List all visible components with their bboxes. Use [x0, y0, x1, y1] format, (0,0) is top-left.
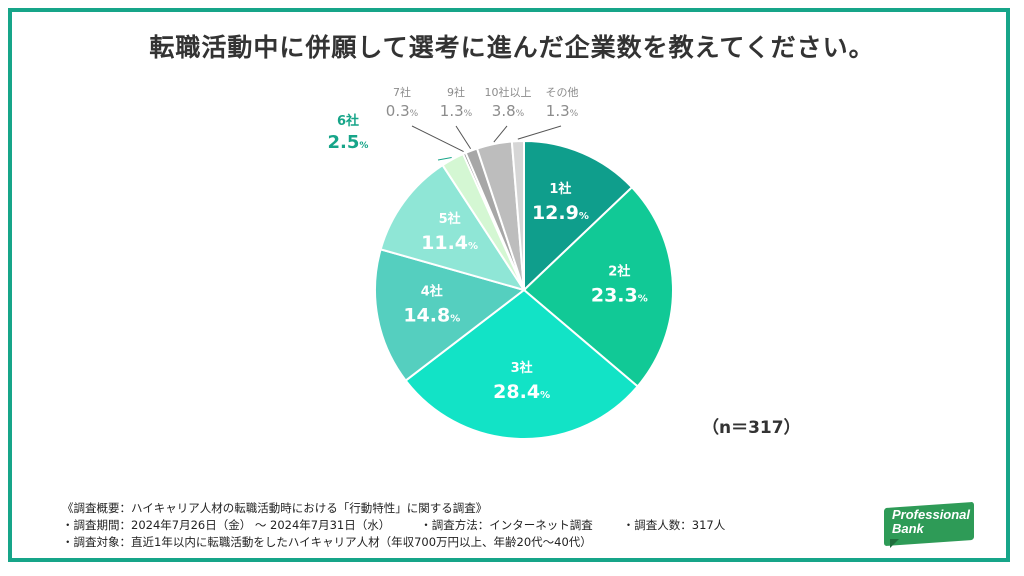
sample-size-label: （n＝317） [702, 418, 801, 438]
slice-value-label: 3.8% [492, 102, 525, 120]
survey-overview: 《調査概要：ハイキャリア人材の転職活動時における「行動特性」に関する調査》 [62, 501, 488, 515]
slice-category-label: 9社 [447, 85, 465, 99]
slice-category-label: 6社 [337, 113, 359, 129]
slice-value-label: 14.8% [403, 305, 460, 327]
slice-label-5: 5社 11.4% [421, 211, 478, 254]
slice-category-label: 7社 [393, 85, 411, 99]
slice-value-label: 1.3% [546, 102, 579, 120]
slice-category-label: 10社以上 [485, 85, 532, 99]
slice-value-label: 0.3% [386, 102, 419, 120]
survey-method: ・調査方法：インターネット調査 [420, 518, 593, 532]
slice-label-2: 2社 23.3% [591, 263, 648, 306]
survey-period: ・調査期間：2024年7月26日（金） 〜 2024年7月31日（水） [62, 518, 391, 532]
pie-slice-5 [379, 163, 527, 292]
logo-text: Professional Bank [892, 508, 970, 536]
slice-category-label: 4社 [421, 284, 443, 300]
slice-value-label: 11.4% [421, 232, 478, 254]
pie-slice-4 [374, 248, 527, 382]
leader-line [437, 156, 452, 161]
slice-value-label: 23.3% [591, 284, 648, 306]
leader-line [411, 125, 464, 153]
chart-title: 転職活動中に併願して選考に進んだ企業数を教えてください。 [149, 33, 875, 62]
pie-slice-10 [510, 139, 525, 291]
slice-category-label: 3社 [511, 360, 533, 376]
slice-label-6: 6社 2.5% [328, 113, 452, 161]
logo-line-1: Professional [892, 507, 971, 522]
slice-label-1: 1社 12.9% [532, 181, 589, 224]
slice-value-label: 28.4% [493, 381, 550, 403]
slice-category-label: 5社 [439, 211, 461, 227]
slice-category-label: 2社 [608, 263, 630, 279]
border-frame [8, 8, 1010, 562]
survey-details-row: ・調査期間：2024年7月26日（金） 〜 2024年7月31日（水） ・調査方法… [62, 517, 725, 534]
slice-label-3: 3社 28.4% [493, 360, 550, 403]
slice-category-label: 1社 [549, 181, 571, 197]
survey-notes: 《調査概要：ハイキャリア人材の転職活動時における「行動特性」に関する調査》 ・調… [62, 500, 725, 551]
survey-count: ・調査人数：317人 [622, 518, 726, 532]
slice-label-9: 10社以上 3.8% [485, 85, 532, 143]
slice-label-4: 4社 14.8% [403, 284, 460, 327]
survey-target: ・調査対象：直近1年以内に転職活動をしたハイキャリア人材（年収700万円以上、年… [62, 535, 592, 549]
leader-line [517, 125, 562, 140]
slice-value-label: 1.3% [440, 102, 473, 120]
slice-value-label: 2.5% [328, 132, 369, 153]
slice-value-label: 12.9% [532, 202, 589, 224]
logo-tail [890, 539, 899, 548]
pie-slice-2 [522, 185, 674, 388]
leader-line [493, 125, 508, 143]
leader-line [455, 125, 472, 150]
professional-bank-logo: Professional Bank [884, 501, 974, 549]
pie-slice-3 [404, 288, 640, 440]
slice-category-label: その他 [546, 86, 579, 99]
pie-slice-1 [523, 139, 634, 293]
slice-label-8: 9社 1.3% [440, 85, 473, 150]
logo-line-2: Bank [892, 521, 924, 536]
